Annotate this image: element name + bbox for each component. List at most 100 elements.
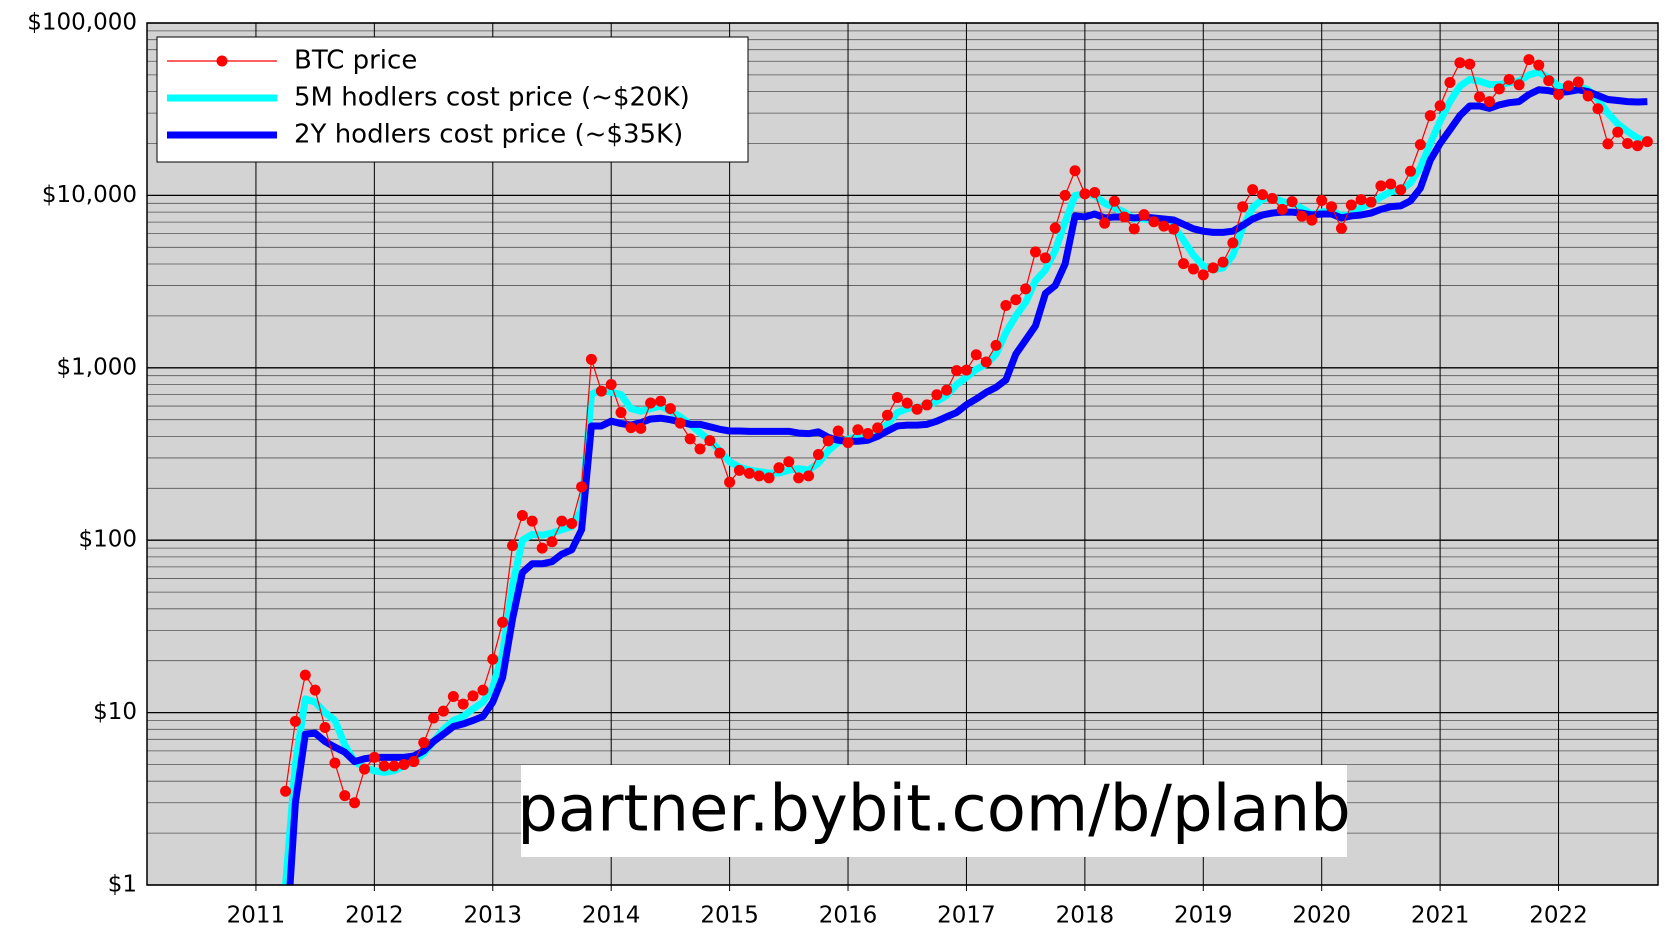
price-point: [694, 443, 706, 455]
price-point: [714, 447, 726, 459]
price-point: [1543, 75, 1555, 87]
price-point: [378, 760, 390, 772]
price-point: [1108, 195, 1120, 207]
price-point: [1405, 165, 1417, 177]
price-point: [1178, 258, 1190, 270]
price-point: [1622, 138, 1634, 150]
x-tick-label: 2018: [1056, 903, 1115, 929]
price-point: [1039, 252, 1051, 264]
plot-lines: [280, 54, 1653, 885]
plot-area: [147, 23, 1658, 885]
price-point: [398, 758, 410, 770]
price-point: [1079, 188, 1091, 200]
price-point: [625, 422, 637, 434]
price-point: [1099, 217, 1111, 229]
price-point: [1059, 189, 1071, 201]
price-point: [1029, 246, 1041, 258]
price-point: [1582, 90, 1594, 102]
x-tick-label: 2020: [1292, 903, 1351, 929]
price-point: [743, 467, 755, 479]
price-point: [280, 785, 292, 797]
price-point: [1523, 54, 1535, 66]
price-point: [1069, 165, 1081, 177]
price-point: [1444, 76, 1456, 88]
legend: BTC price 5M hodlers cost price (~$20K) 2Y…: [156, 36, 749, 163]
price-point: [1316, 194, 1328, 206]
price-point: [763, 472, 775, 484]
price-point: [339, 790, 351, 802]
y-tick-label: $100: [78, 527, 137, 553]
price-point: [664, 403, 676, 415]
price-point: [1227, 237, 1239, 249]
price-point: [388, 760, 400, 772]
price-point: [1237, 201, 1249, 213]
price-point: [437, 705, 449, 717]
price-point: [872, 422, 884, 434]
price-point: [803, 470, 815, 482]
price-point: [576, 481, 588, 493]
legend-marker: [216, 55, 228, 67]
legend-label: 2Y hodlers cost price (~$35K): [294, 120, 683, 150]
price-point: [1335, 222, 1347, 234]
price-point: [418, 737, 430, 749]
price-point: [497, 616, 509, 628]
price-point: [1562, 80, 1574, 92]
price-point: [556, 515, 568, 527]
price-point: [1118, 211, 1130, 223]
price-point: [960, 364, 972, 376]
price-point: [931, 389, 943, 401]
price-point: [299, 669, 311, 681]
price-point: [990, 339, 1002, 351]
x-tick-label: 2022: [1529, 903, 1588, 929]
price-point: [457, 698, 469, 710]
price-point: [1247, 184, 1259, 196]
price-point: [546, 536, 558, 548]
price-point: [1089, 186, 1101, 198]
price-point: [733, 464, 745, 476]
price-point: [368, 751, 380, 763]
legend-label: BTC price: [294, 46, 417, 76]
price-point: [891, 391, 903, 403]
price-point: [1306, 214, 1318, 226]
price-point: [1572, 76, 1584, 88]
x-tick-label: 2013: [464, 903, 523, 929]
price-point: [881, 409, 893, 421]
price-point: [1148, 216, 1160, 228]
price-point: [832, 425, 844, 437]
grid: [147, 22, 1658, 886]
cost-line: [282, 68, 1649, 885]
price-point: [477, 684, 489, 696]
price-point: [1483, 96, 1495, 108]
price-point: [447, 690, 459, 702]
price-point: [1414, 139, 1426, 151]
x-tick-label: 2014: [582, 903, 641, 929]
price-point: [1503, 73, 1515, 85]
price-point: [921, 399, 933, 411]
price-point: [1217, 256, 1229, 268]
x-tick-label: 2021: [1411, 903, 1470, 929]
price-point: [1632, 140, 1644, 152]
price-point: [467, 690, 479, 702]
price-point: [655, 395, 667, 407]
price-point: [1474, 91, 1486, 103]
price-point: [704, 435, 716, 447]
price-point: [605, 379, 617, 391]
price-point: [1296, 210, 1308, 222]
price-point: [1424, 110, 1436, 122]
legend-label: 5M hodlers cost price (~$20K): [294, 83, 690, 113]
annotation: partner.bybit.com/b/planb: [517, 773, 1351, 847]
price-point: [1464, 58, 1476, 70]
price-point: [585, 353, 597, 365]
price-point: [1207, 262, 1219, 274]
price-point: [516, 510, 528, 522]
price-point: [1197, 269, 1209, 281]
price-point: [1641, 136, 1653, 148]
price-point: [1434, 100, 1446, 112]
price-point: [329, 757, 341, 769]
price-point: [615, 407, 627, 419]
price-point: [359, 763, 371, 775]
price-point: [1187, 263, 1199, 275]
price-point: [1266, 192, 1278, 204]
price-point: [1138, 209, 1150, 221]
price-point: [941, 384, 953, 396]
